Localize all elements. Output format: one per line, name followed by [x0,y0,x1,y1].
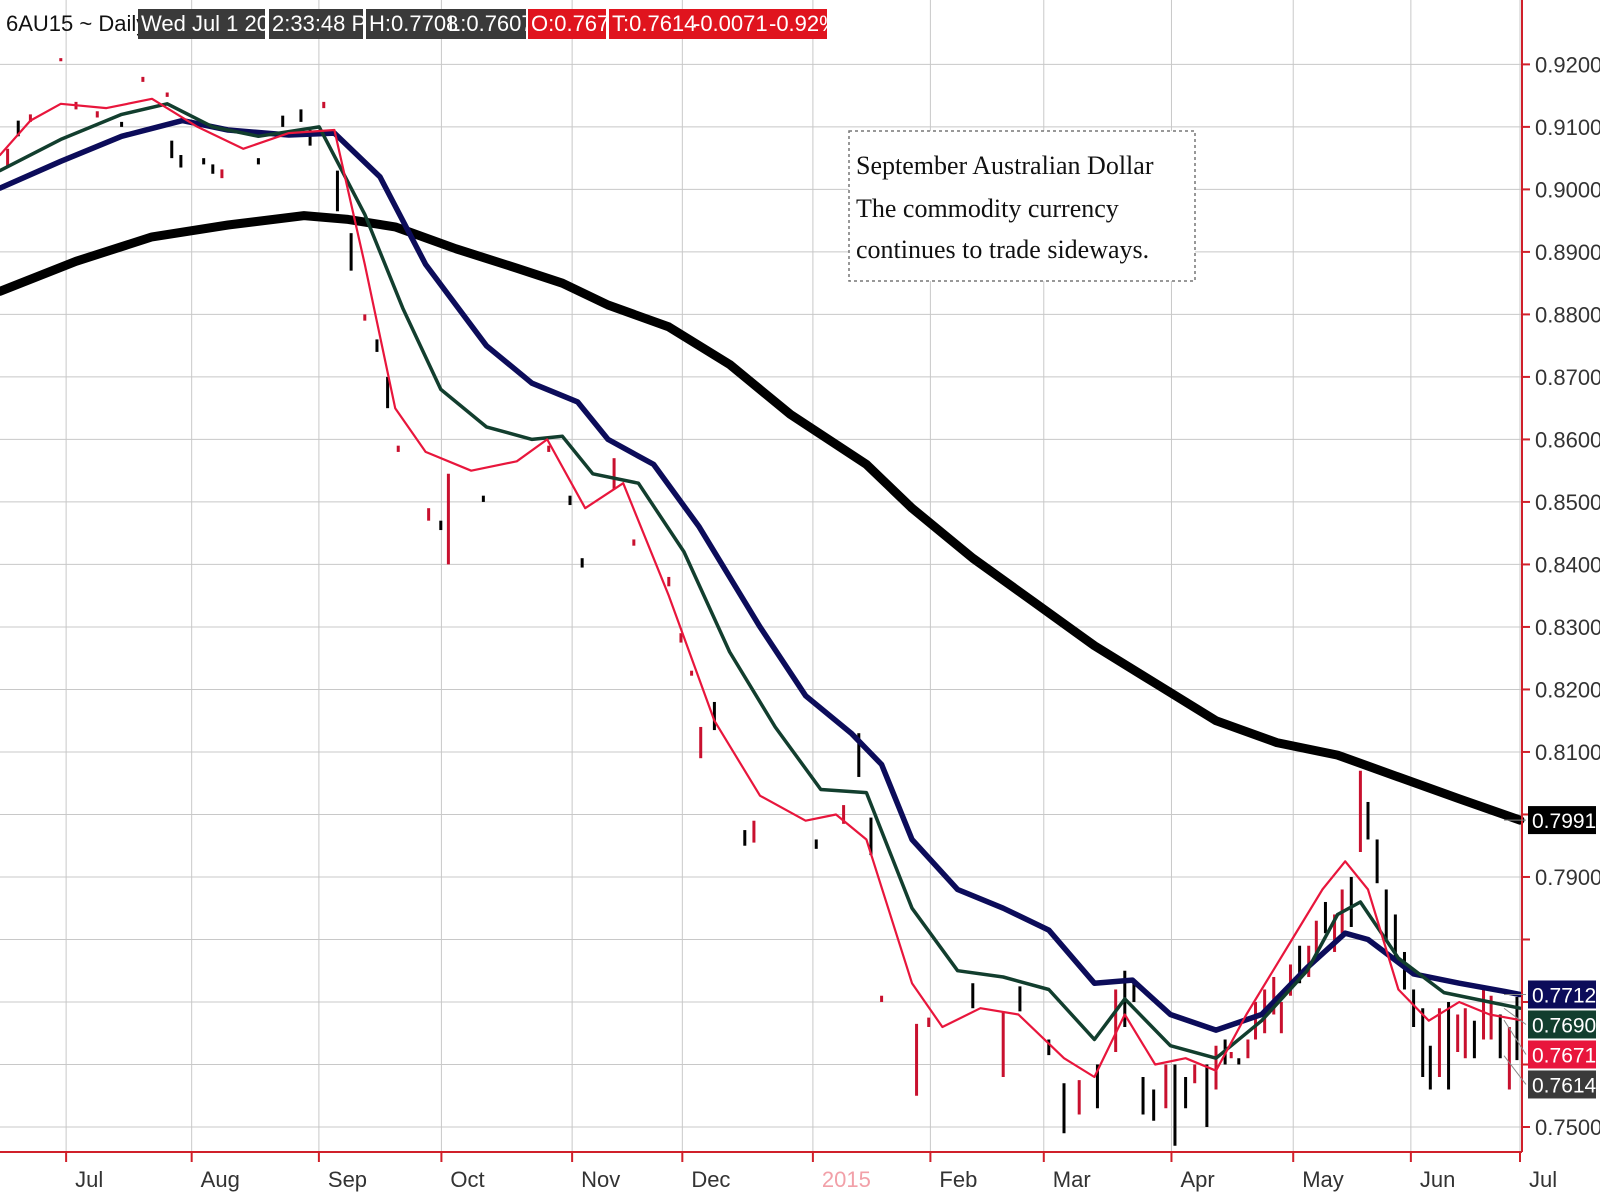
date-badge: Wed Jul 1 2015 [141,11,293,36]
grid [0,0,1522,1152]
time-tick-label: Feb [939,1167,977,1192]
price-tag-connector [1503,1019,1527,1055]
trade-badge-bg [609,9,827,39]
price-tick-label: 0.8700 [1535,365,1600,390]
annotation-line-2: The commodity currency [856,194,1119,223]
price-tag-label: 0.7690 [1532,1014,1596,1037]
time-tick-label: Nov [581,1167,620,1192]
high-value: H:0.7708 [369,11,458,36]
price-tick-label: 0.8400 [1535,552,1600,577]
price-tick-label: 0.7500 [1535,1115,1600,1140]
annotation-line-3: continues to trade sideways. [856,235,1149,264]
low-value: L:0.7607 [448,11,534,36]
time-tick-label: Jul [75,1167,103,1192]
price-tick-label: 0.8100 [1535,740,1600,765]
price-tick-label: 0.9200 [1535,52,1600,77]
time-badge: 2:33:48 PM [272,11,385,36]
price-tick-label: 0.7900 [1535,865,1600,890]
time-tick-label: Jul [1529,1167,1557,1192]
annotation-frame [848,130,1196,282]
time-tick-label: 2015 [822,1167,871,1192]
price-tag-bg [1528,1010,1596,1039]
price-tick-label: 0.9000 [1535,177,1600,202]
price-axis: 0.9200 0.9100 0.9000 0.8900 0.8800 0.8700 0.86… [1522,52,1600,1140]
price-tags: 0.7991 0.7712 0.7690 0.7671 0.7614 [1503,806,1597,1099]
time-tick-label: Sep [328,1167,367,1192]
price-tick-label: 0.8300 [1535,615,1600,640]
time-tick-label: Jun [1420,1167,1455,1192]
price-tag-label: 0.7671 [1532,1044,1596,1067]
open-badge-bg [528,9,606,39]
price-tick-label: 0.8900 [1535,240,1600,265]
time-tick-label: Apr [1180,1167,1214,1192]
trade-value: T:0.7614 [612,11,696,36]
price-tick-label: 0.8500 [1535,490,1600,515]
price-tag-bg [1528,1070,1596,1099]
price-tag-bg [1528,806,1596,835]
price-tag-bg [1528,980,1596,1009]
price-tag-bg [1528,1040,1596,1069]
open-value: O:0.7672 [531,11,622,36]
price-tag-connector [1503,1007,1527,1025]
quote-header: 6AU15 ~ Daily Wed Jul 1 2015 2:33:48 PM … [6,9,839,39]
hl-badge-bg [366,9,526,39]
time-tick-label: Dec [691,1167,730,1192]
time-tick-label: Aug [201,1167,240,1192]
ma-line-green [0,102,1522,1060]
price-tag-connector [1503,1055,1527,1085]
date-badge-bg [138,9,265,39]
change-value: -0.0071 [693,11,768,36]
price-tag-label: 0.7712 [1532,984,1596,1007]
annotation-box: September Australian Dollar The commodit… [848,130,1196,282]
symbol-label: 6AU15 ~ Daily [6,11,147,36]
price-tick-label: 0.8200 [1535,677,1600,702]
price-tick-label: 0.8800 [1535,302,1600,327]
ma-line-red [0,97,1522,1079]
time-tick-label: May [1302,1167,1344,1192]
moving-averages [0,97,1525,1079]
change-percent: -0.92% [769,11,839,36]
annotation-line-1: September Australian Dollar [856,151,1154,180]
time-badge-bg [269,9,363,39]
time-tick-label: Oct [450,1167,484,1192]
price-tick-label: 0.8600 [1535,427,1600,452]
price-tick-label: 0.9100 [1535,115,1600,140]
ma-line-long [0,211,1525,825]
time-tick-label: Mar [1053,1167,1091,1192]
time-axis: Jul Aug Sep Oct Nov Dec 2015 Feb Mar Apr May Jun Jul [65,1152,1557,1192]
price-tag-label: 0.7991 [1532,810,1596,833]
ma-line-navy [0,117,1523,1033]
price-tag-label: 0.7614 [1532,1074,1597,1097]
